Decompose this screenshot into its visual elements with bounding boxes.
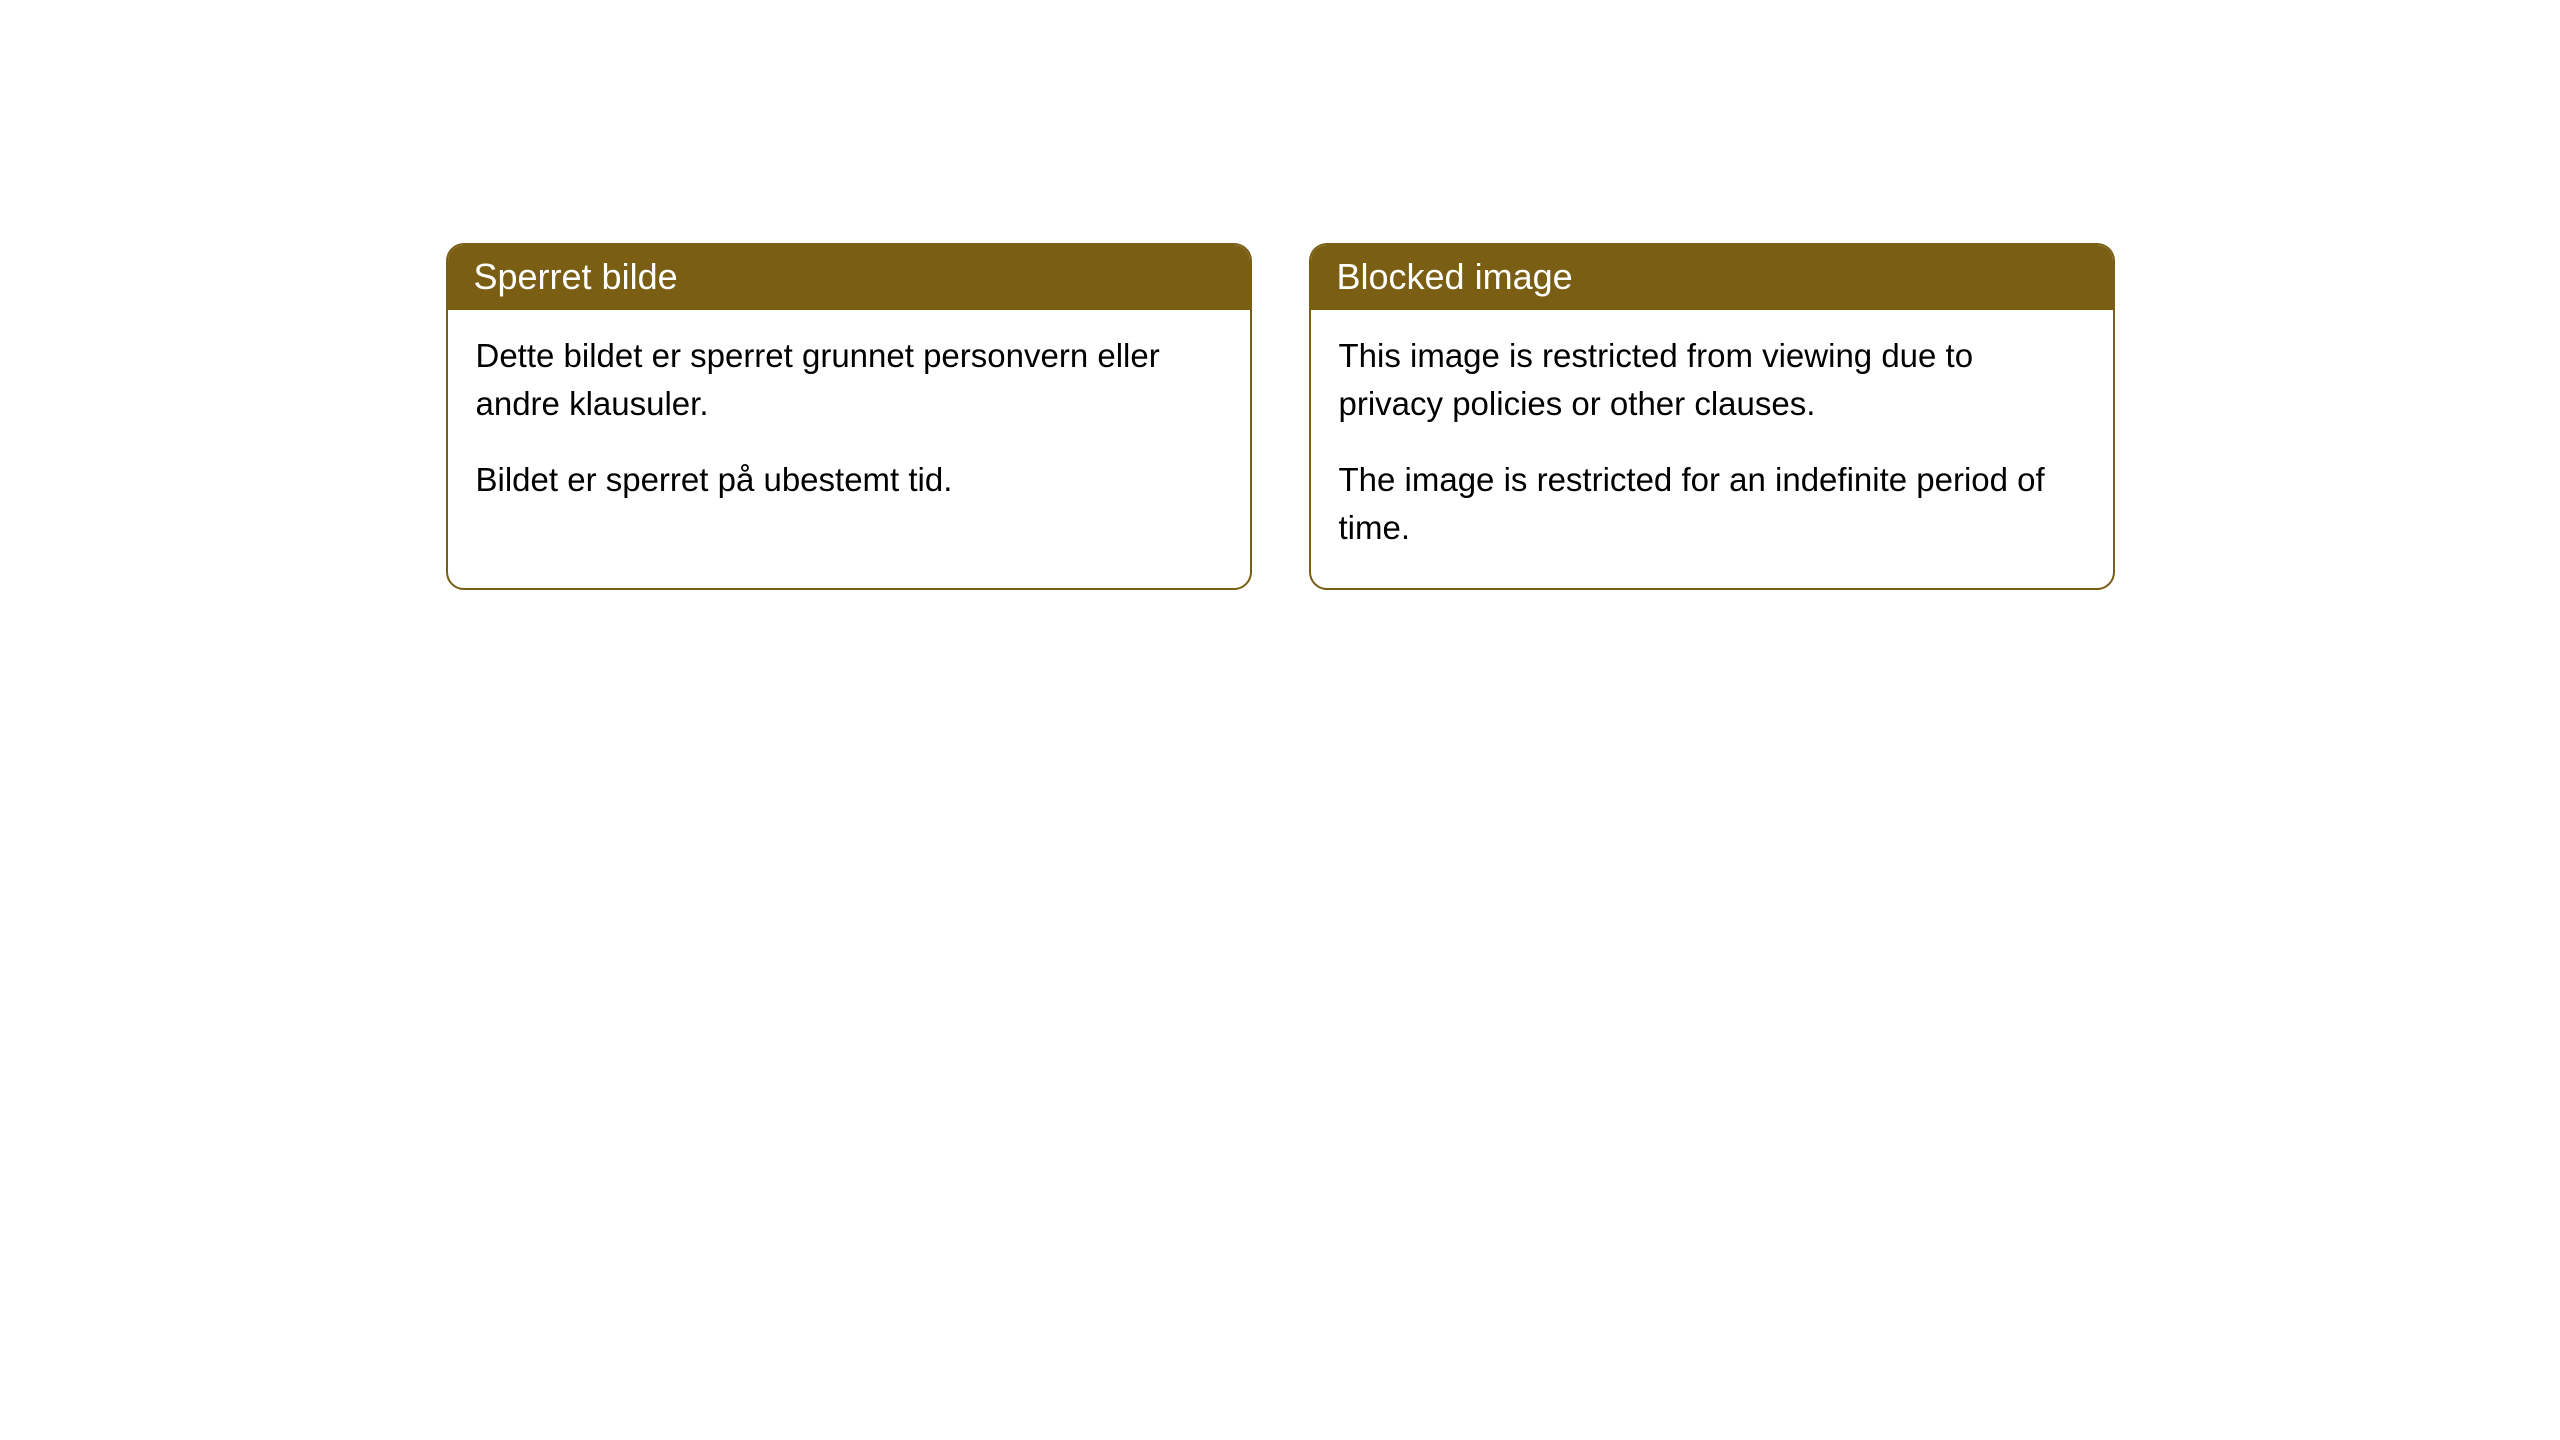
notice-para2-norwegian: Bildet er sperret på ubestemt tid.: [476, 456, 1222, 504]
notice-para1-english: This image is restricted from viewing du…: [1339, 332, 2085, 428]
notice-box-norwegian: Sperret bilde Dette bildet er sperret gr…: [446, 243, 1252, 590]
notice-title-norwegian: Sperret bilde: [448, 245, 1250, 310]
notice-container: Sperret bilde Dette bildet er sperret gr…: [0, 243, 2560, 590]
notice-para2-english: The image is restricted for an indefinit…: [1339, 456, 2085, 552]
notice-para1-norwegian: Dette bildet er sperret grunnet personve…: [476, 332, 1222, 428]
notice-title-english: Blocked image: [1311, 245, 2113, 310]
notice-body-english: This image is restricted from viewing du…: [1311, 310, 2113, 587]
notice-box-english: Blocked image This image is restricted f…: [1309, 243, 2115, 590]
notice-body-norwegian: Dette bildet er sperret grunnet personve…: [448, 310, 1250, 540]
